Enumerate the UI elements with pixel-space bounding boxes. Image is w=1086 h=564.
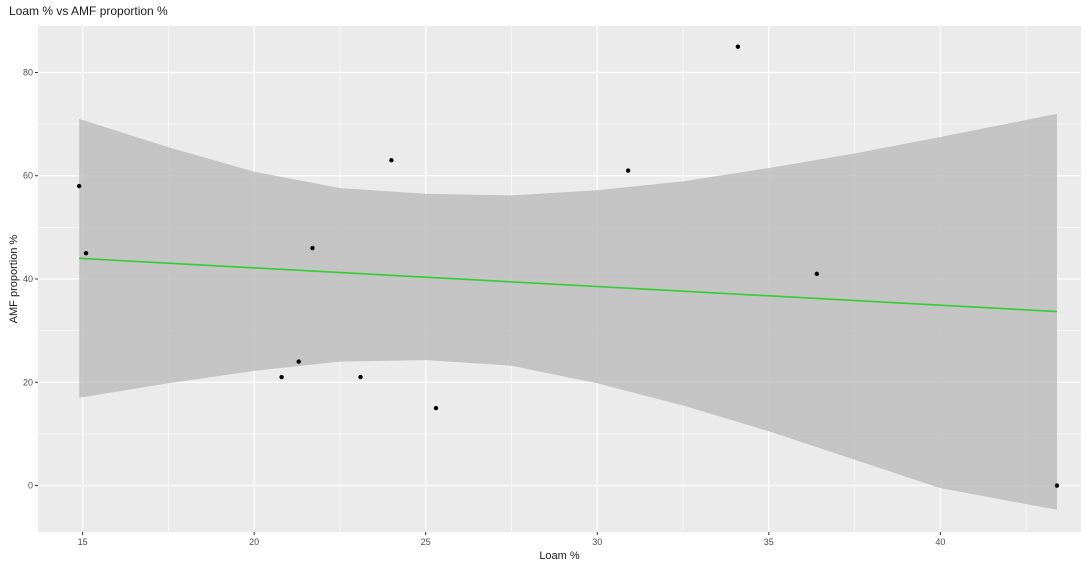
x-tick-label: 15 [78, 537, 88, 547]
data-point [358, 374, 363, 380]
x-axis-title: Loam % [539, 550, 580, 562]
y-axis-title: AMF proportion % [8, 234, 20, 323]
data-point [1054, 483, 1060, 488]
data-points [76, 44, 1060, 488]
data-point [389, 158, 394, 163]
data-point [433, 405, 439, 411]
chart-title: Loam % vs AMF proportion % [9, 4, 168, 18]
x-axis-ticks: 15 20 25 30 35 40 [78, 532, 945, 547]
y-tick-label: 80 [23, 67, 33, 77]
y-tick-label: 40 [23, 274, 33, 284]
x-tick-label: 20 [249, 537, 259, 547]
y-tick-label: 60 [23, 171, 33, 181]
y-tick-label: 20 [23, 377, 33, 387]
data-point [625, 168, 631, 173]
data-point [296, 359, 301, 364]
y-axis-ticks: 0 20 40 60 80 [23, 67, 38, 491]
x-tick-label: 40 [935, 537, 945, 547]
data-point [83, 250, 89, 256]
x-tick-label: 35 [764, 537, 774, 547]
x-tick-label: 25 [421, 537, 431, 547]
data-point [279, 374, 284, 380]
regression-line [79, 257, 1058, 313]
confidence-band [79, 113, 1057, 510]
data-point [76, 183, 82, 189]
y-tick-label: 0 [28, 481, 33, 491]
data-point [814, 271, 820, 277]
x-tick-label: 30 [592, 537, 602, 547]
data-point [735, 44, 741, 49]
data-point [310, 245, 315, 251]
